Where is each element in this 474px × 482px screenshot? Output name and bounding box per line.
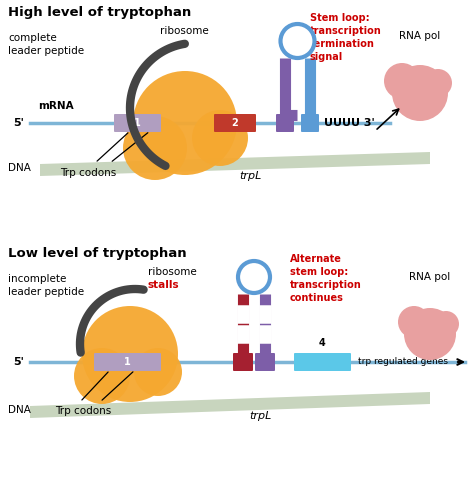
Text: RNA pol: RNA pol [400,31,441,41]
Polygon shape [40,152,430,176]
Circle shape [82,306,178,402]
Circle shape [133,71,237,175]
Text: 3: 3 [282,99,288,109]
Text: DNA: DNA [8,163,31,173]
Text: 1: 1 [124,357,131,367]
Text: 2: 2 [240,338,246,348]
FancyBboxPatch shape [276,114,294,132]
Text: stalls: stalls [148,280,180,290]
Text: 4: 4 [319,338,326,348]
FancyBboxPatch shape [294,353,351,371]
Text: 5': 5' [13,357,24,367]
Circle shape [404,308,456,360]
Text: transcription: transcription [290,280,362,290]
Text: Alternate: Alternate [290,254,342,264]
Text: leader peptide: leader peptide [8,287,84,297]
Text: Low level of tryptophan: Low level of tryptophan [8,247,187,260]
Circle shape [134,348,182,396]
Text: trpL: trpL [249,411,271,421]
Circle shape [433,311,459,337]
Text: High level of tryptophan: High level of tryptophan [8,6,191,19]
Text: trp regulated genes: trp regulated genes [358,358,448,366]
Circle shape [238,261,270,293]
Text: 5': 5' [13,118,24,128]
Text: 3: 3 [262,338,268,348]
Circle shape [74,348,130,404]
Text: complete: complete [8,33,57,43]
Text: continues: continues [290,293,344,303]
Text: UUUU 3': UUUU 3' [324,118,375,128]
Text: transcription: transcription [310,26,382,36]
Text: incomplete: incomplete [8,274,66,284]
Text: stem loop:: stem loop: [290,267,348,277]
Circle shape [392,65,448,121]
FancyBboxPatch shape [94,353,161,371]
Circle shape [384,63,420,99]
Text: ribosome: ribosome [148,267,197,277]
Text: trpL: trpL [239,171,261,181]
Text: mRNA: mRNA [38,101,73,111]
Text: Trp codons: Trp codons [60,168,116,178]
Text: leader peptide: leader peptide [8,46,84,56]
Text: 1: 1 [134,118,141,128]
Text: signal: signal [310,52,343,62]
Circle shape [424,69,452,97]
Text: termination: termination [310,39,375,49]
FancyBboxPatch shape [214,114,256,132]
Circle shape [123,116,187,180]
Text: ribosome: ribosome [160,26,209,36]
Text: Trp codons: Trp codons [55,406,111,416]
Text: DNA: DNA [8,405,31,415]
Circle shape [398,306,430,338]
Text: 4: 4 [307,99,313,109]
FancyBboxPatch shape [233,353,253,371]
Text: 2: 2 [232,118,238,128]
Text: Stem loop:: Stem loop: [310,13,370,23]
Circle shape [281,24,315,58]
FancyBboxPatch shape [255,353,275,371]
Polygon shape [30,392,430,418]
FancyBboxPatch shape [301,114,319,132]
FancyBboxPatch shape [114,114,161,132]
Text: RNA pol: RNA pol [410,272,451,282]
Circle shape [192,110,248,166]
